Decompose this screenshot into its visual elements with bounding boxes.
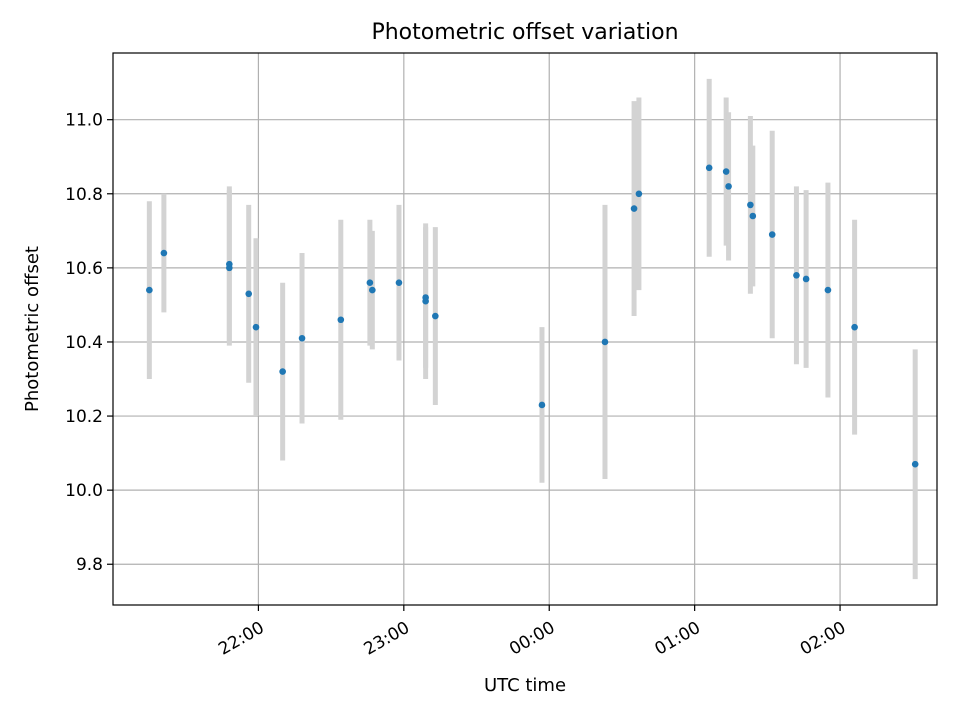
data-point	[722, 168, 730, 175]
data-point	[635, 190, 643, 198]
y-tick-label: 10.2	[65, 407, 103, 427]
data-point	[366, 279, 374, 286]
data-point	[538, 401, 546, 409]
data-point	[705, 164, 713, 172]
data-point	[601, 338, 609, 346]
y-tick-label: 10.4	[65, 333, 103, 353]
data-point	[160, 249, 168, 257]
data-point	[422, 294, 429, 301]
plot-area	[113, 53, 937, 605]
data-point	[725, 183, 732, 190]
data-point	[337, 316, 345, 324]
chart-title: Photometric offset variation	[371, 20, 678, 45]
data-point	[369, 286, 376, 294]
point-layer	[146, 164, 919, 468]
data-point	[793, 271, 800, 279]
data-point	[851, 323, 858, 331]
y-tick-label: 10.0	[65, 481, 103, 501]
data-point	[279, 368, 286, 375]
data-point	[911, 460, 919, 468]
data-point	[747, 201, 754, 209]
y-tick-label: 10.8	[65, 185, 103, 205]
y-tick-label: 9.8	[76, 555, 103, 575]
data-point	[298, 334, 306, 342]
data-point	[749, 212, 757, 220]
y-tick-label: 10.6	[65, 259, 103, 279]
data-point	[146, 286, 153, 294]
y-axis: 9.8 10.0 10.2 10.4 10.6 10.8 11.0	[65, 111, 113, 575]
data-point	[226, 264, 233, 272]
data-point	[824, 286, 832, 294]
data-point	[245, 290, 253, 298]
data-point	[395, 279, 403, 286]
data-point	[768, 231, 776, 238]
y-axis-label: Photometric offset	[22, 246, 43, 412]
data-point	[630, 205, 638, 212]
data-point	[432, 312, 439, 320]
data-point	[252, 323, 260, 331]
y-tick-label: 11.0	[65, 111, 103, 131]
data-point	[802, 275, 810, 283]
x-axis-label: UTC time	[484, 675, 566, 696]
plot-frame	[112, 52, 938, 606]
